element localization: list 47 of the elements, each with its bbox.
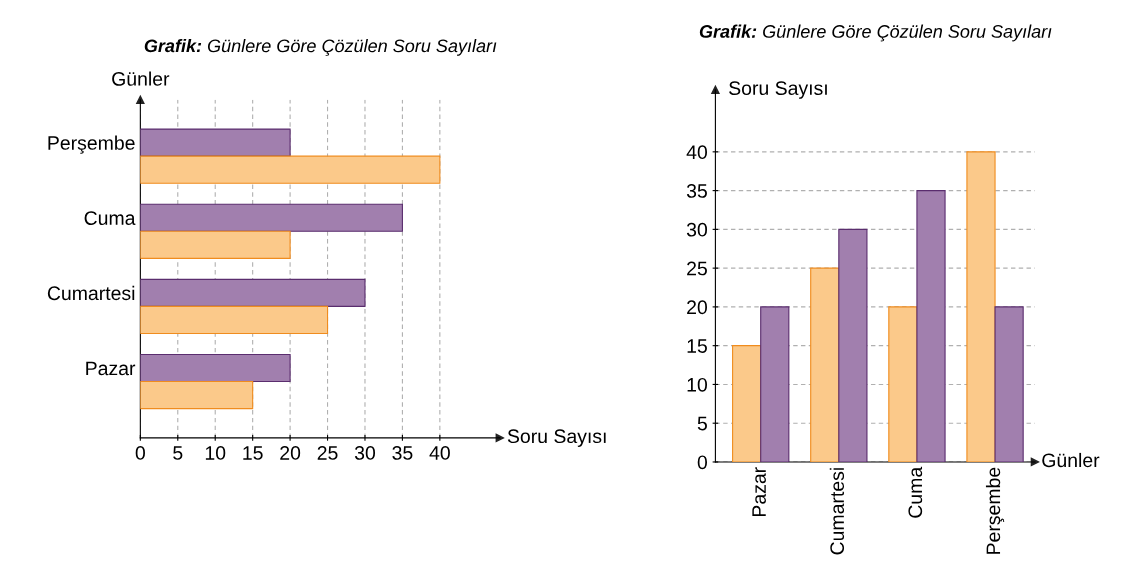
bar bbox=[140, 230, 291, 259]
bar bbox=[810, 267, 840, 462]
x-tick-label: 25 bbox=[317, 446, 338, 460]
bar bbox=[994, 306, 1024, 462]
bar bbox=[140, 353, 291, 383]
x-tick-label: 10 bbox=[205, 446, 226, 460]
y-tick-label: 5 bbox=[697, 416, 707, 431]
x-tick-label: 30 bbox=[354, 446, 376, 460]
chart-title: Grafik: Günlere Göre Çözülen Soru Sayıları bbox=[144, 39, 497, 56]
bar bbox=[140, 128, 291, 157]
bar bbox=[140, 305, 329, 335]
bar bbox=[888, 306, 918, 462]
y-tick-label: Pazar bbox=[86, 361, 136, 376]
bar bbox=[140, 155, 441, 184]
y-tick-label: 25 bbox=[687, 261, 707, 276]
y-tick-label: Cuma bbox=[84, 211, 136, 225]
y-tick-label: Cumartesi bbox=[47, 285, 135, 301]
y-axis-title: Günler bbox=[112, 71, 170, 86]
y-axis-title: Soru Sayısı bbox=[729, 81, 827, 99]
x-axis-title: Günler bbox=[1042, 452, 1100, 468]
x-tick-label: 40 bbox=[429, 446, 450, 460]
chart-title: Grafik: Günlere Göre Çözülen Soru Sayıları bbox=[699, 24, 1052, 42]
x-tick-label: 15 bbox=[243, 446, 263, 460]
bar bbox=[916, 190, 946, 462]
x-tick-label: Cumartesi bbox=[829, 468, 845, 555]
bar bbox=[966, 151, 996, 462]
bar bbox=[140, 278, 366, 307]
y-tick-label: 35 bbox=[686, 184, 707, 198]
y-tick-label: 20 bbox=[687, 300, 708, 315]
y-tick-label: 40 bbox=[686, 145, 708, 160]
bar bbox=[140, 380, 254, 410]
x-axis-title: Soru Sayısı bbox=[507, 429, 606, 447]
x-tick-label: 35 bbox=[392, 446, 413, 460]
bar bbox=[760, 306, 790, 462]
y-tick-label: Perşembe bbox=[48, 135, 135, 154]
x-tick-label: Perşembe bbox=[985, 467, 1005, 554]
y-tick-label: 15 bbox=[687, 339, 707, 353]
bar bbox=[732, 345, 762, 462]
y-tick-label: 10 bbox=[687, 377, 708, 392]
x-tick-label: 0 bbox=[135, 446, 145, 460]
x-tick-label: 5 bbox=[173, 446, 183, 460]
x-tick-label: 20 bbox=[280, 446, 301, 460]
bar bbox=[140, 203, 403, 232]
x-tick-label: Pazar bbox=[752, 467, 766, 517]
y-tick-label: 30 bbox=[686, 222, 708, 237]
bar bbox=[838, 228, 868, 462]
x-tick-label: Cuma bbox=[908, 466, 923, 518]
